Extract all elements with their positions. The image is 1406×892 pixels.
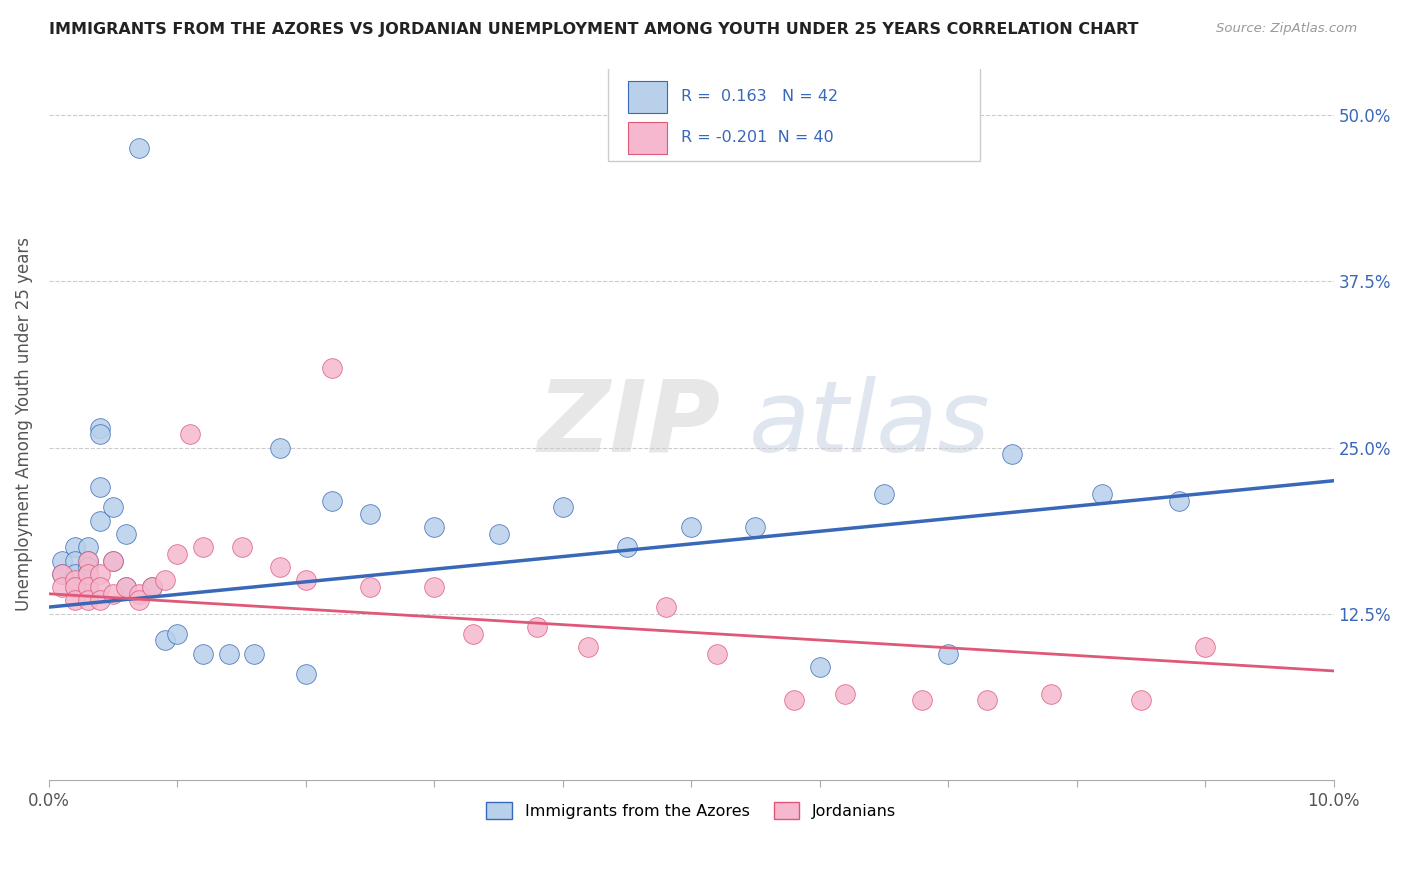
Point [873,487,896,501]
Point [1129,693,1152,707]
Point [269,441,291,455]
Point [526,620,548,634]
Point [76,566,98,581]
Point [128,587,150,601]
Point [76,566,98,581]
FancyBboxPatch shape [628,121,666,154]
Point [89,593,111,607]
Point [89,514,111,528]
Point [179,427,201,442]
Point [51,553,73,567]
FancyBboxPatch shape [628,80,666,113]
Point [295,574,318,588]
Point [1091,487,1114,501]
Point [76,553,98,567]
Point [359,507,381,521]
Point [616,540,638,554]
Point [89,427,111,442]
Point [166,547,188,561]
Point [128,593,150,607]
Point [231,540,253,554]
Point [153,574,176,588]
Point [115,580,138,594]
Point [706,647,728,661]
Point [191,540,214,554]
Point [936,647,959,661]
Point [89,480,111,494]
Point [359,580,381,594]
Point [103,587,125,601]
Point [1001,447,1024,461]
Point [63,540,86,554]
Point [295,666,318,681]
Point [76,540,98,554]
Point [551,500,574,515]
Text: IMMIGRANTS FROM THE AZORES VS JORDANIAN UNEMPLOYMENT AMONG YOUTH UNDER 25 YEARS : IMMIGRANTS FROM THE AZORES VS JORDANIAN … [49,22,1139,37]
Point [218,647,240,661]
Y-axis label: Unemployment Among Youth under 25 years: Unemployment Among Youth under 25 years [15,237,32,611]
Point [63,580,86,594]
Text: ZIP: ZIP [537,376,720,473]
Point [51,566,73,581]
Point [76,580,98,594]
Point [51,580,73,594]
Point [1194,640,1216,654]
Point [654,600,676,615]
Legend: Immigrants from the Azores, Jordanians: Immigrants from the Azores, Jordanians [479,796,903,825]
Point [103,553,125,567]
Point [321,493,343,508]
Point [744,520,766,534]
Point [89,420,111,434]
Point [578,640,600,654]
Point [51,566,73,581]
Point [321,360,343,375]
Point [783,693,806,707]
Text: R =  0.163   N = 42: R = 0.163 N = 42 [681,89,838,104]
Point [115,580,138,594]
Point [976,693,998,707]
Point [141,580,163,594]
Point [89,566,111,581]
Point [243,647,266,661]
FancyBboxPatch shape [607,65,980,161]
Point [488,527,510,541]
Point [461,626,484,640]
Point [1039,686,1062,700]
Point [76,553,98,567]
Text: Source: ZipAtlas.com: Source: ZipAtlas.com [1216,22,1357,36]
Point [76,560,98,574]
Point [63,580,86,594]
Text: R = -0.201  N = 40: R = -0.201 N = 40 [681,130,834,145]
Point [269,560,291,574]
Point [76,593,98,607]
Point [834,686,856,700]
Point [423,520,446,534]
Point [89,580,111,594]
Point [63,574,86,588]
Point [63,593,86,607]
Point [103,500,125,515]
Text: atlas: atlas [749,376,991,473]
Point [1168,493,1191,508]
Point [76,580,98,594]
Point [911,693,934,707]
Point [808,660,831,674]
Point [681,520,703,534]
Point [63,553,86,567]
Point [191,647,214,661]
Point [128,141,150,155]
Point [115,527,138,541]
Point [423,580,446,594]
Point [153,633,176,648]
Point [166,626,188,640]
Point [63,566,86,581]
Point [103,553,125,567]
Point [141,580,163,594]
